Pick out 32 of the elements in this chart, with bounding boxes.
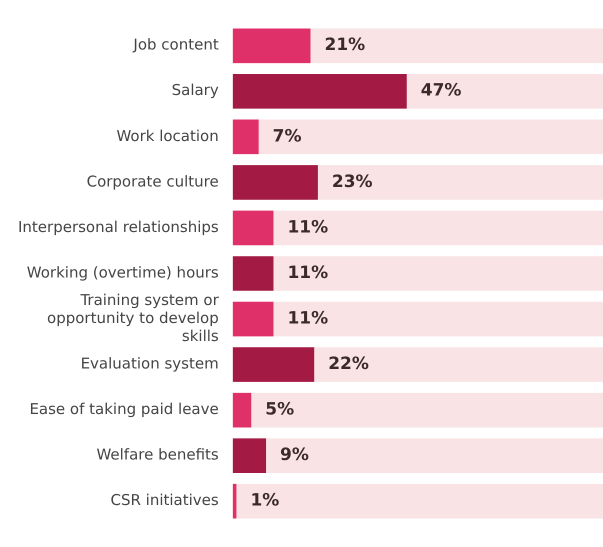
bar xyxy=(232,210,274,246)
y-tick-label: Job content xyxy=(132,36,219,54)
data-label: 11% xyxy=(287,217,328,238)
y-tick-label: Ease of taking paid leave xyxy=(29,400,219,418)
data-label: 7% xyxy=(272,126,302,146)
y-tick-label: Interpersonal relationships xyxy=(18,218,219,236)
data-label: 1% xyxy=(250,490,280,511)
data-label: 23% xyxy=(332,172,373,192)
data-label: 47% xyxy=(420,80,462,101)
data-label: 9% xyxy=(280,445,309,466)
data-label: 22% xyxy=(328,354,369,374)
bar xyxy=(232,302,274,336)
bar xyxy=(232,438,266,473)
bar xyxy=(232,28,310,64)
bar xyxy=(232,347,314,382)
y-tick-label: Work location xyxy=(116,126,219,145)
data-label: 11% xyxy=(287,262,328,283)
bar xyxy=(232,484,236,519)
data-label: 5% xyxy=(265,400,294,420)
y-tick-label: Salary xyxy=(172,81,219,100)
bar xyxy=(232,165,318,200)
y-tick-label: CSR initiatives xyxy=(110,491,219,510)
bar xyxy=(232,256,274,291)
bar xyxy=(232,120,259,154)
data-label: 21% xyxy=(324,35,366,56)
y-tick-label: Welfare benefits xyxy=(96,446,219,464)
y-tick-label: Training system or opportunity to develop skills xyxy=(47,290,220,345)
data-label: 11% xyxy=(287,308,328,328)
y-tick-label: Working (overtime) hours xyxy=(26,263,219,282)
bar xyxy=(232,392,252,428)
y-tick-label: Evaluation system xyxy=(80,354,219,372)
y-tick-label: Corporate culture xyxy=(86,172,219,190)
